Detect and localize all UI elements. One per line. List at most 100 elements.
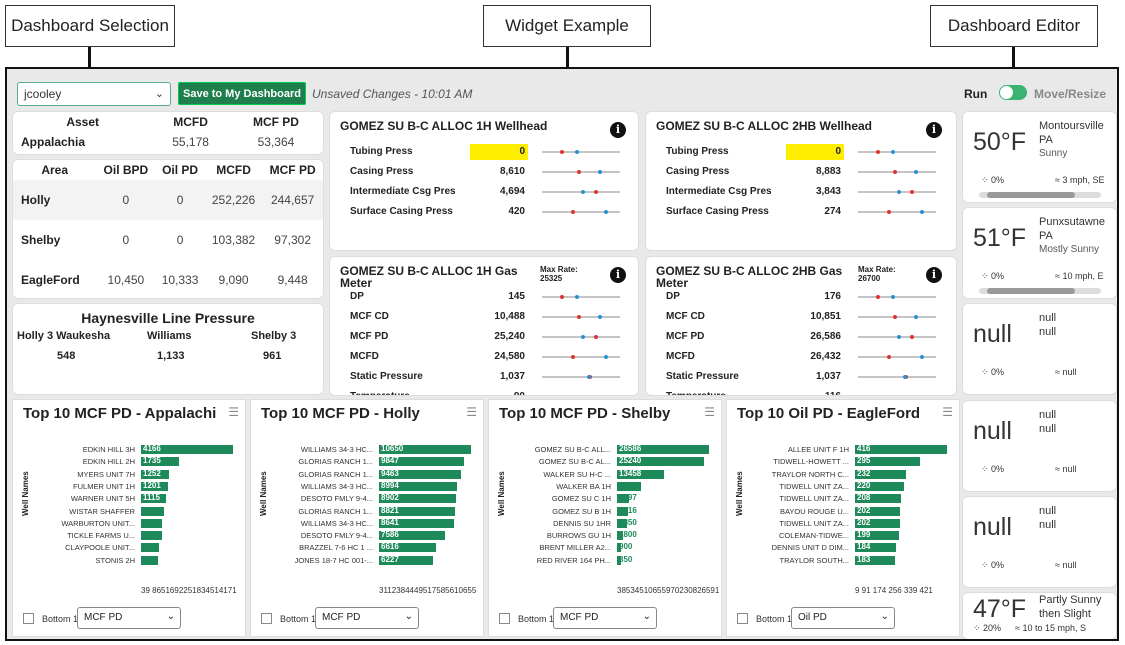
category-label: DESOTO FMLY 9-4...	[300, 494, 373, 504]
bar[interactable]	[617, 518, 627, 528]
table-row[interactable]: Holly 0 0 252,226 244,657	[13, 180, 323, 220]
weather-widget[interactable]: 47°F Partly Sunny then Slight ⁘ 20% ≈ 10 to …	[962, 592, 1117, 639]
info-icon[interactable]: i	[610, 267, 626, 283]
bar[interactable]	[617, 481, 641, 491]
metric-row: MCF CD 10,851	[666, 311, 841, 325]
weather-widget[interactable]: null null null ⁘ 0% ≈ null	[962, 400, 1117, 492]
metric-value: 10,851	[810, 311, 841, 322]
bar[interactable]	[617, 506, 628, 516]
bar[interactable]	[141, 506, 164, 516]
metric-dropdown[interactable]: Oil PD ⌄	[791, 607, 895, 629]
scrollbar[interactable]	[979, 192, 1101, 198]
bar[interactable]	[379, 531, 445, 541]
edit-mode-toggle[interactable]	[999, 85, 1027, 100]
gas-meter-widget-2[interactable]: GOMEZ SU B-C ALLOC 2HB Gas Meter Max Rate…	[645, 256, 957, 396]
gas-meter-widget-1[interactable]: GOMEZ SU B-C ALLOC 1H Gas Meter Max Rate:…	[329, 256, 639, 396]
pressure-value: 548	[57, 350, 76, 362]
bottom-checkbox[interactable]	[23, 613, 34, 624]
bar[interactable]	[617, 531, 623, 541]
scrollbar[interactable]	[979, 288, 1101, 294]
wind-icon: ≈ 3 mph, SE	[1055, 175, 1105, 185]
bar[interactable]	[379, 469, 461, 479]
weather-widget[interactable]: null null null ⁘ 0% ≈ null	[962, 496, 1117, 588]
bar[interactable]	[141, 531, 162, 541]
sparkline	[542, 210, 620, 214]
wind-icon: ≈ null	[1055, 560, 1077, 570]
bar[interactable]	[855, 555, 895, 565]
bar[interactable]	[379, 481, 457, 491]
bar[interactable]	[617, 445, 709, 454]
bar[interactable]	[855, 469, 906, 479]
bar[interactable]	[617, 469, 664, 479]
bar[interactable]	[855, 518, 900, 528]
weather-widget[interactable]: 51°F Punxsutawne PA Mostly Sunny ⁘ 0% ≈ 10 mp…	[962, 207, 1117, 299]
bar[interactable]	[855, 543, 896, 553]
cell: 0	[122, 233, 130, 247]
bar[interactable]	[141, 494, 166, 504]
bar[interactable]	[855, 506, 900, 516]
sparkline	[542, 390, 620, 396]
col-oil-pd: Oil PD	[162, 163, 199, 177]
bar[interactable]	[617, 555, 621, 565]
hamburger-menu-icon[interactable]: ☰	[704, 405, 715, 419]
metric-dropdown[interactable]: MCF PD ⌄	[315, 607, 419, 629]
hamburger-menu-icon[interactable]: ☰	[942, 405, 953, 419]
bar[interactable]	[141, 457, 179, 467]
bar[interactable]	[855, 531, 899, 541]
bar[interactable]	[141, 555, 158, 565]
save-to-dashboard-button[interactable]: Save to My Dashboard	[178, 82, 306, 105]
bar-chart-widget[interactable]: Top 10 MCF PD - Holly ☰ Well Names WILLIAMS…	[250, 399, 484, 637]
bottom-checkbox[interactable]	[261, 613, 272, 624]
metric-dropdown[interactable]: MCF PD ⌄	[553, 607, 657, 629]
table-row[interactable]: EagleFord 10,450 10,333 9,090 9,448	[13, 260, 323, 298]
table-row[interactable]: Shelby 0 0 103,382 97,302	[13, 220, 323, 260]
bar-value-label: 1201	[143, 480, 161, 490]
bar-chart-widget[interactable]: Top 10 Oil PD - EagleFord ☰ Well Names ALLE…	[726, 399, 960, 637]
wind-value: null	[1062, 367, 1077, 377]
weather-widget[interactable]: 50°F Montoursville PA Sunny ⁘ 0% ≈ 3 mph, SE	[962, 111, 1117, 203]
wellhead-widget-2[interactable]: GOMEZ SU B-C ALLOC 2HB Wellhead i Tubing…	[645, 111, 957, 251]
bar[interactable]	[141, 481, 168, 491]
bar[interactable]	[617, 457, 704, 467]
bar[interactable]	[379, 518, 454, 528]
bar-chart-widget[interactable]: Top 10 MCF PD - Appalachi ☰ Well Names EDKI…	[12, 399, 246, 637]
bar[interactable]	[855, 481, 904, 491]
precip-value: 0%	[991, 271, 1005, 281]
bar[interactable]	[379, 494, 456, 504]
category-label: RED RIVER 164 PH...	[536, 555, 611, 565]
metric-value: 25,240	[494, 331, 525, 342]
sparkline	[858, 315, 936, 319]
weather-widget[interactable]: null null null ⁘ 0% ≈ null	[962, 303, 1117, 395]
bar[interactable]	[855, 494, 901, 504]
bar[interactable]	[141, 445, 233, 454]
bar[interactable]	[379, 543, 436, 553]
bar[interactable]	[617, 494, 629, 504]
bar[interactable]	[141, 518, 162, 528]
metric-dropdown[interactable]: MCF PD ⌄	[77, 607, 181, 629]
hamburger-menu-icon[interactable]: ☰	[228, 405, 239, 419]
dashboard-select[interactable]: jcooley ⌄	[17, 82, 171, 106]
bottom-checkbox[interactable]	[499, 613, 510, 624]
hamburger-menu-icon[interactable]: ☰	[466, 405, 477, 419]
bar[interactable]	[379, 506, 455, 516]
bar[interactable]	[855, 457, 920, 467]
info-icon[interactable]: i	[610, 122, 626, 138]
widget-title-line: GOMEZ SU B-C ALLOC 1H Gas	[340, 264, 518, 278]
bar-chart-widget[interactable]: Top 10 MCF PD - Shelby ☰ Well Names GOMEZ S…	[488, 399, 722, 637]
sparkline	[858, 335, 936, 339]
wellhead-widget-1[interactable]: GOMEZ SU B-C ALLOC 1H Wellhead i Tubing …	[329, 111, 639, 251]
bar[interactable]	[141, 469, 169, 479]
bar[interactable]	[855, 445, 947, 454]
metric-value: 90	[465, 391, 525, 395]
info-icon[interactable]: i	[926, 267, 942, 283]
bar[interactable]	[379, 445, 471, 454]
bar[interactable]	[379, 457, 464, 467]
info-icon[interactable]: i	[926, 122, 942, 138]
bar[interactable]	[141, 543, 159, 553]
metric-label: MCF CD	[666, 311, 705, 322]
bar-value-label: 295	[857, 456, 871, 466]
bar[interactable]	[617, 543, 621, 553]
max-rate-value: 25325	[540, 274, 563, 283]
bottom-checkbox[interactable]	[737, 613, 748, 624]
bar[interactable]	[379, 555, 433, 565]
